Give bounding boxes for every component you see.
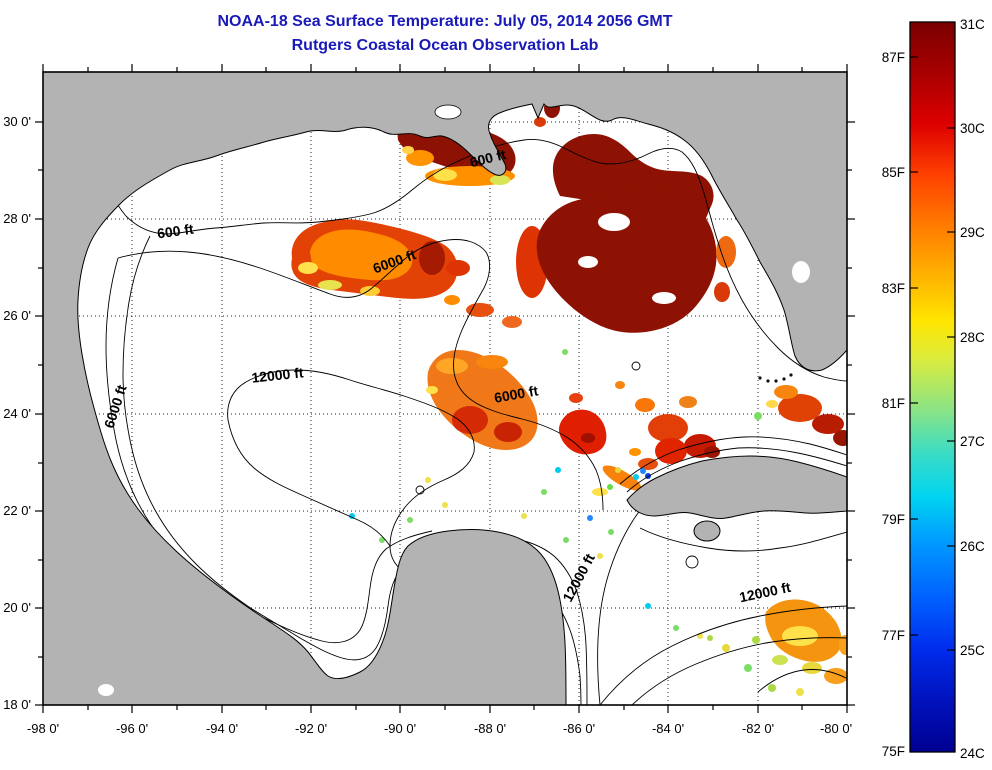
florida-keys-islets (758, 373, 793, 383)
colorbar-c-label: 24C (960, 746, 985, 761)
y-minor-ticks (38, 169, 852, 658)
axes-frame (35, 64, 855, 713)
contour-label-600ft-west: 600 ft (156, 221, 195, 242)
x-tick-label: -92 0' (295, 721, 327, 736)
mainland-north-america (43, 72, 847, 705)
cuba (626, 455, 847, 519)
contour-label-6000ft-central: 6000 ft (493, 382, 540, 406)
x-tick-label: -94 0' (206, 721, 238, 736)
colorbar-f-label: 81F (882, 396, 905, 411)
x-tick-label: -86 0' (563, 721, 595, 736)
x-tick-label: -90 0' (384, 721, 416, 736)
lake-pontchartrain (434, 104, 462, 120)
colorbar-f-label: 77F (882, 628, 905, 643)
sst-patches (291, 84, 847, 696)
colorbar-c-label: 30C (960, 121, 985, 136)
x-tick-label: -96 0' (116, 721, 148, 736)
colorbar-c-label: 31C (960, 17, 985, 32)
colorbar-c-label: 26C (960, 539, 985, 554)
colorbar-gradient (909, 21, 956, 753)
y-tick-label: 20 0' (3, 600, 31, 615)
lake-okeechobee (792, 261, 810, 283)
bathymetry-contours (95, 139, 847, 705)
coastal-lagoon (98, 684, 114, 696)
colorbar-ticks (910, 56, 955, 651)
x-axis-labels: -98 0' -96 0' -94 0' -92 0' -90 0' -88 0… (27, 721, 852, 736)
x-tick-label: -88 0' (474, 721, 506, 736)
y-tick-label: 22 0' (3, 503, 31, 518)
figure-subtitle: Rutgers Coastal Ocean Observation Lab (292, 37, 599, 54)
y-tick-label: 26 0' (3, 308, 31, 323)
colorbar-celsius-labels: 31C 30C 29C 28C 27C 26C 25C 24C (960, 17, 985, 761)
y-tick-label: 30 0' (3, 114, 31, 129)
y-tick-label: 18 0' (3, 697, 31, 712)
colorbar-f-label: 87F (882, 50, 905, 65)
colorbar: 87F 85F 83F 81F 79F 77F 75F 31C 30C 29C … (882, 17, 985, 761)
contour-label-12000ft-west: 12000 ft (251, 364, 305, 385)
colorbar-f-label: 83F (882, 281, 905, 296)
isla-de-la-juventud (693, 520, 721, 542)
x-tick-label: -82 0' (742, 721, 774, 736)
x-major-ticks (42, 64, 848, 713)
x-tick-label: -80 0' (820, 721, 852, 736)
y-tick-label: 24 0' (3, 406, 31, 421)
colorbar-f-label: 79F (882, 512, 905, 527)
x-minor-ticks (87, 67, 803, 710)
colorbar-c-label: 27C (960, 434, 985, 449)
x-tick-label: -98 0' (27, 721, 59, 736)
colorbar-f-label: 85F (882, 165, 905, 180)
y-major-ticks (35, 121, 855, 706)
colorbar-f-label: 75F (882, 744, 905, 759)
y-axis-labels: 30 0' 28 0' 26 0' 24 0' 22 0' 20 0' 18 0… (3, 114, 31, 712)
colorbar-c-label: 25C (960, 643, 985, 658)
x-tick-label: -84 0' (652, 721, 684, 736)
land-masses (43, 72, 847, 705)
figure-title: NOAA-18 Sea Surface Temperature: July 05… (217, 13, 672, 30)
y-tick-label: 28 0' (3, 211, 31, 226)
colorbar-c-label: 28C (960, 330, 985, 345)
colorbar-c-label: 29C (960, 225, 985, 240)
colorbar-fahrenheit-labels: 87F 85F 83F 81F 79F 77F 75F (882, 50, 905, 759)
